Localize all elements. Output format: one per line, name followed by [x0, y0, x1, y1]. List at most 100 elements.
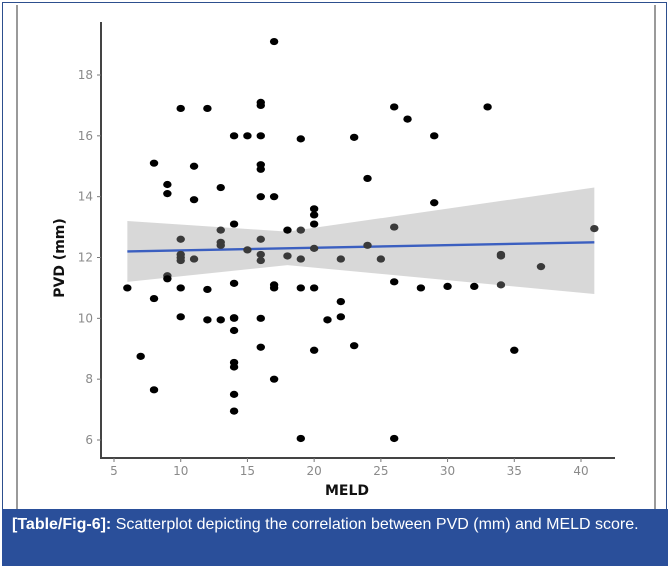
points-layer [123, 37, 599, 443]
data-point [229, 279, 239, 287]
data-point [309, 211, 319, 219]
data-point [309, 346, 319, 354]
data-point [189, 196, 199, 204]
data-point [430, 199, 439, 207]
confidence-band [127, 187, 595, 294]
data-point [390, 223, 399, 231]
caption-label: [Table/Fig-6]: [12, 516, 112, 533]
data-point [243, 132, 252, 140]
data-point [229, 220, 239, 228]
data-point [590, 225, 599, 233]
data-point [269, 281, 279, 289]
data-point [189, 255, 199, 263]
data-point [536, 263, 546, 271]
data-point [363, 174, 372, 183]
data-point [216, 241, 225, 249]
data-point [269, 375, 279, 383]
data-point [496, 252, 506, 260]
data-point [430, 132, 439, 140]
data-point [349, 342, 359, 350]
data-point [309, 284, 319, 292]
y-tick-label: 6 [85, 433, 93, 447]
axes-layer: 6 8 10 12 14 16 18 5 10 15 20 25 30 35 40 [78, 22, 615, 478]
data-point [296, 434, 305, 443]
data-point [163, 275, 172, 283]
x-tick-label: 10 [173, 464, 188, 478]
data-point [229, 132, 239, 140]
data-point [349, 133, 359, 141]
y-tick-label: 12 [78, 251, 93, 265]
data-point [309, 244, 319, 252]
y-tick-label: 8 [85, 372, 93, 386]
data-point [229, 363, 239, 371]
data-point [216, 316, 225, 324]
data-point [443, 282, 452, 290]
data-point [403, 115, 412, 123]
data-point [176, 284, 185, 292]
data-point [323, 316, 332, 324]
data-point [163, 190, 172, 198]
data-point [363, 241, 372, 249]
data-point [149, 386, 159, 394]
data-point [229, 314, 239, 322]
x-tick-label: 5 [110, 464, 118, 478]
data-point [176, 235, 185, 243]
data-point [256, 343, 265, 351]
data-point [283, 226, 292, 234]
data-point [149, 159, 159, 167]
x-tick-label: 30 [440, 464, 455, 478]
data-point [390, 278, 399, 286]
data-point [470, 282, 479, 290]
data-point [309, 220, 319, 228]
data-point [376, 255, 386, 263]
data-point [390, 434, 399, 443]
data-point [269, 37, 279, 46]
y-tick-label: 14 [78, 190, 93, 204]
data-point [510, 346, 519, 354]
caption-text: Scatterplot depicting the correlation be… [111, 516, 639, 533]
data-point [296, 255, 305, 263]
x-tick-label: 15 [240, 464, 255, 478]
confidence-band-layer [127, 187, 595, 294]
data-point [243, 246, 252, 254]
y-tick-label: 10 [78, 311, 93, 325]
x-tick-label: 35 [507, 464, 522, 478]
regression-line [127, 241, 595, 253]
data-point [149, 294, 159, 303]
x-tick-label: 25 [373, 464, 388, 478]
data-point [256, 165, 265, 173]
data-point [163, 180, 172, 189]
data-point [256, 314, 265, 322]
data-point [256, 235, 265, 243]
data-point [309, 205, 319, 213]
data-point [203, 316, 212, 324]
data-point [390, 103, 399, 111]
data-point [123, 284, 132, 292]
data-point [296, 135, 305, 143]
data-point [496, 281, 506, 289]
data-point [216, 226, 225, 234]
data-point [256, 256, 265, 265]
data-point [296, 226, 305, 234]
data-point [483, 103, 492, 111]
data-point [296, 284, 305, 292]
data-point [176, 256, 185, 265]
data-point [336, 255, 346, 263]
data-point [216, 183, 225, 192]
data-point [256, 250, 265, 259]
y-tick-label: 18 [78, 68, 93, 82]
regression-line-layer [127, 241, 595, 253]
data-point [269, 193, 279, 201]
data-point [203, 285, 212, 294]
data-point [176, 104, 185, 113]
data-point [336, 313, 346, 321]
data-point [256, 101, 265, 110]
figure-caption: [Table/Fig-6]: Scatterplot depicting the… [2, 509, 668, 566]
x-tick-label: 20 [307, 464, 322, 478]
data-point [256, 193, 265, 201]
data-point [176, 313, 185, 321]
y-tick-label: 16 [78, 129, 93, 143]
data-point [203, 104, 212, 113]
data-point [229, 326, 239, 335]
data-point [256, 132, 265, 140]
